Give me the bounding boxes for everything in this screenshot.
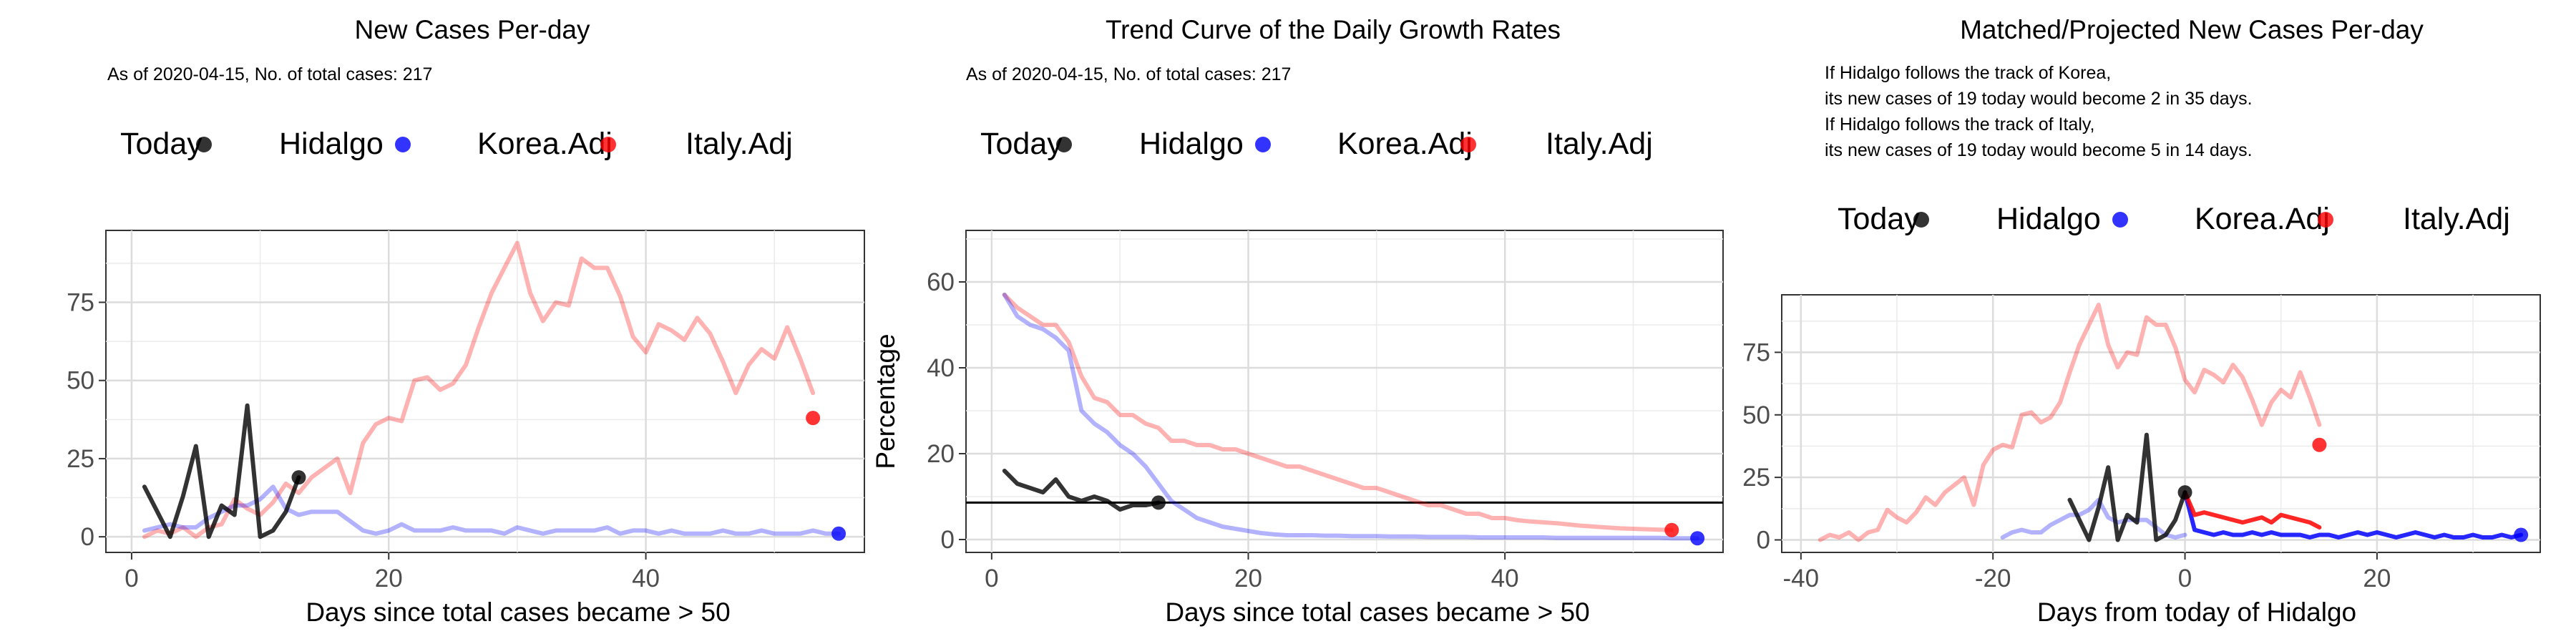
chart-subtitle-line: If Hidalgo follows the track of Korea, bbox=[1825, 63, 2111, 83]
y-tick-label: 50 bbox=[67, 367, 94, 395]
plot-area: -40 -20 0 20 0 25 50 75 bbox=[1742, 294, 2541, 592]
today-point-hidalgo bbox=[1151, 495, 1166, 510]
legend-label: Korea.Adj bbox=[2195, 202, 2330, 236]
x-tick-label: 0 bbox=[985, 565, 998, 592]
legend: Today Hidalgo Korea.Adj Italy.Adj bbox=[980, 127, 1653, 161]
legend-label: Hidalgo bbox=[279, 127, 384, 161]
legend-title: Today bbox=[120, 127, 203, 161]
plot-area: 0 20 40 0 25 50 75 bbox=[67, 230, 865, 592]
y-axis-label: Percentage bbox=[871, 333, 900, 469]
legend-title: Today bbox=[980, 127, 1063, 161]
y-tick-label: 25 bbox=[1742, 464, 1770, 492]
y-tick-label: 0 bbox=[81, 523, 94, 551]
y-tick-label: 20 bbox=[927, 440, 955, 468]
x-axis-label: Days since total cases became > 50 bbox=[306, 597, 730, 627]
x-tick-label: 20 bbox=[1234, 565, 1262, 592]
legend-label: Korea.Adj bbox=[477, 127, 613, 161]
chart-subtitle-line: As of 2020-04-15, No. of total cases: 21… bbox=[107, 64, 432, 84]
legend-key-korea-adj bbox=[395, 137, 411, 152]
legend-key-korea-adj bbox=[1255, 137, 1271, 152]
legend-label: Italy.Adj bbox=[686, 127, 793, 161]
today-point-italy-adj bbox=[2312, 437, 2327, 452]
plot-area: 0 20 40 0 20 40 60 bbox=[927, 230, 1724, 592]
chart-title: Matched/Projected New Cases Per-day bbox=[1960, 15, 2424, 44]
x-tick-label: 0 bbox=[2178, 565, 2192, 592]
x-tick-label: 40 bbox=[632, 565, 660, 592]
today-point-italy-adj bbox=[1664, 522, 1679, 537]
today-point-italy-adj bbox=[806, 411, 821, 426]
legend-key-italy-adj bbox=[600, 137, 616, 152]
legend-key-italy-adj bbox=[1460, 137, 1476, 152]
x-tick-label: 20 bbox=[375, 565, 403, 592]
legend: Today Hidalgo Korea.Adj Italy.Adj bbox=[120, 127, 793, 161]
series-line-italy-adj bbox=[1002, 293, 1674, 532]
y-tick-label: 0 bbox=[941, 526, 955, 554]
today-point-korea-adj bbox=[1690, 531, 1705, 546]
series-line-hidalgo bbox=[2067, 432, 2187, 542]
series-line-italy-adj bbox=[1818, 303, 2322, 542]
today-point-hidalgo bbox=[2177, 485, 2192, 500]
x-tick-label: 40 bbox=[1491, 565, 1519, 592]
series-line-korea-adj bbox=[142, 484, 841, 536]
plot-panel bbox=[1781, 294, 2541, 553]
chart-subtitle-line: If Hidalgo follows the track of Italy, bbox=[1825, 114, 2094, 135]
y-tick-label: 0 bbox=[1757, 527, 1770, 555]
legend-key-hidalgo bbox=[1913, 212, 1929, 228]
series-line-italy-adj-projected bbox=[2182, 490, 2322, 530]
y-tick-label: 25 bbox=[67, 445, 94, 473]
y-tick-label: 60 bbox=[927, 268, 955, 296]
panel-projected-cases: Matched/Projected New Cases Per-day If H… bbox=[1742, 15, 2541, 627]
today-point-korea-adj bbox=[2514, 527, 2529, 542]
chart-subtitle-line: As of 2020-04-15, No. of total cases: 21… bbox=[966, 64, 1291, 84]
chart-subtitle-line: its new cases of 19 today would become 2… bbox=[1825, 89, 2253, 109]
series-line-korea-adj bbox=[1002, 293, 1700, 541]
x-axis-label: Days from today of Hidalgo bbox=[2037, 597, 2356, 627]
legend-key-korea-adj bbox=[2112, 212, 2128, 228]
chart-title: New Cases Per-day bbox=[354, 15, 590, 44]
legend-label: Hidalgo bbox=[1996, 202, 2101, 236]
legend-label: Italy.Adj bbox=[1546, 127, 1653, 161]
y-tick-label: 40 bbox=[927, 354, 955, 382]
panel-growth-rates: Trend Curve of the Daily Growth Rates As… bbox=[871, 15, 1724, 627]
legend: Today Hidalgo Korea.Adj Italy.Adj bbox=[1838, 202, 2510, 236]
legend-label: Italy.Adj bbox=[2403, 202, 2510, 236]
legend-title: Today bbox=[1838, 202, 1920, 236]
y-tick-label: 50 bbox=[1742, 401, 1770, 429]
y-tick-label: 75 bbox=[1742, 338, 1770, 366]
series-line-hidalgo bbox=[142, 403, 301, 540]
series-line-korea-adj-projected bbox=[2182, 490, 2524, 540]
legend-label: Hidalgo bbox=[1139, 127, 1244, 161]
legend-key-hidalgo bbox=[196, 137, 212, 152]
x-tick-label: -40 bbox=[1783, 565, 1820, 592]
panel-new-cases: New Cases Per-day As of 2020-04-15, No. … bbox=[67, 15, 865, 627]
y-tick-label: 75 bbox=[67, 288, 94, 316]
x-tick-label: 20 bbox=[2363, 565, 2391, 592]
today-point-korea-adj bbox=[831, 526, 847, 541]
legend-key-italy-adj bbox=[2318, 212, 2333, 228]
chart-title: Trend Curve of the Daily Growth Rates bbox=[1106, 15, 1561, 44]
legend-key-hidalgo bbox=[1056, 137, 1072, 152]
legend-label: Korea.Adj bbox=[1337, 127, 1473, 161]
x-tick-label: 0 bbox=[125, 565, 138, 592]
series-line-hidalgo bbox=[1002, 469, 1161, 512]
x-tick-label: -20 bbox=[1975, 565, 2011, 592]
x-axis-label: Days since total cases became > 50 bbox=[1165, 597, 1589, 627]
plot-panel bbox=[105, 230, 865, 553]
chart-subtitle-line: its new cases of 19 today would become 5… bbox=[1825, 140, 2253, 160]
today-point-hidalgo bbox=[291, 470, 306, 485]
